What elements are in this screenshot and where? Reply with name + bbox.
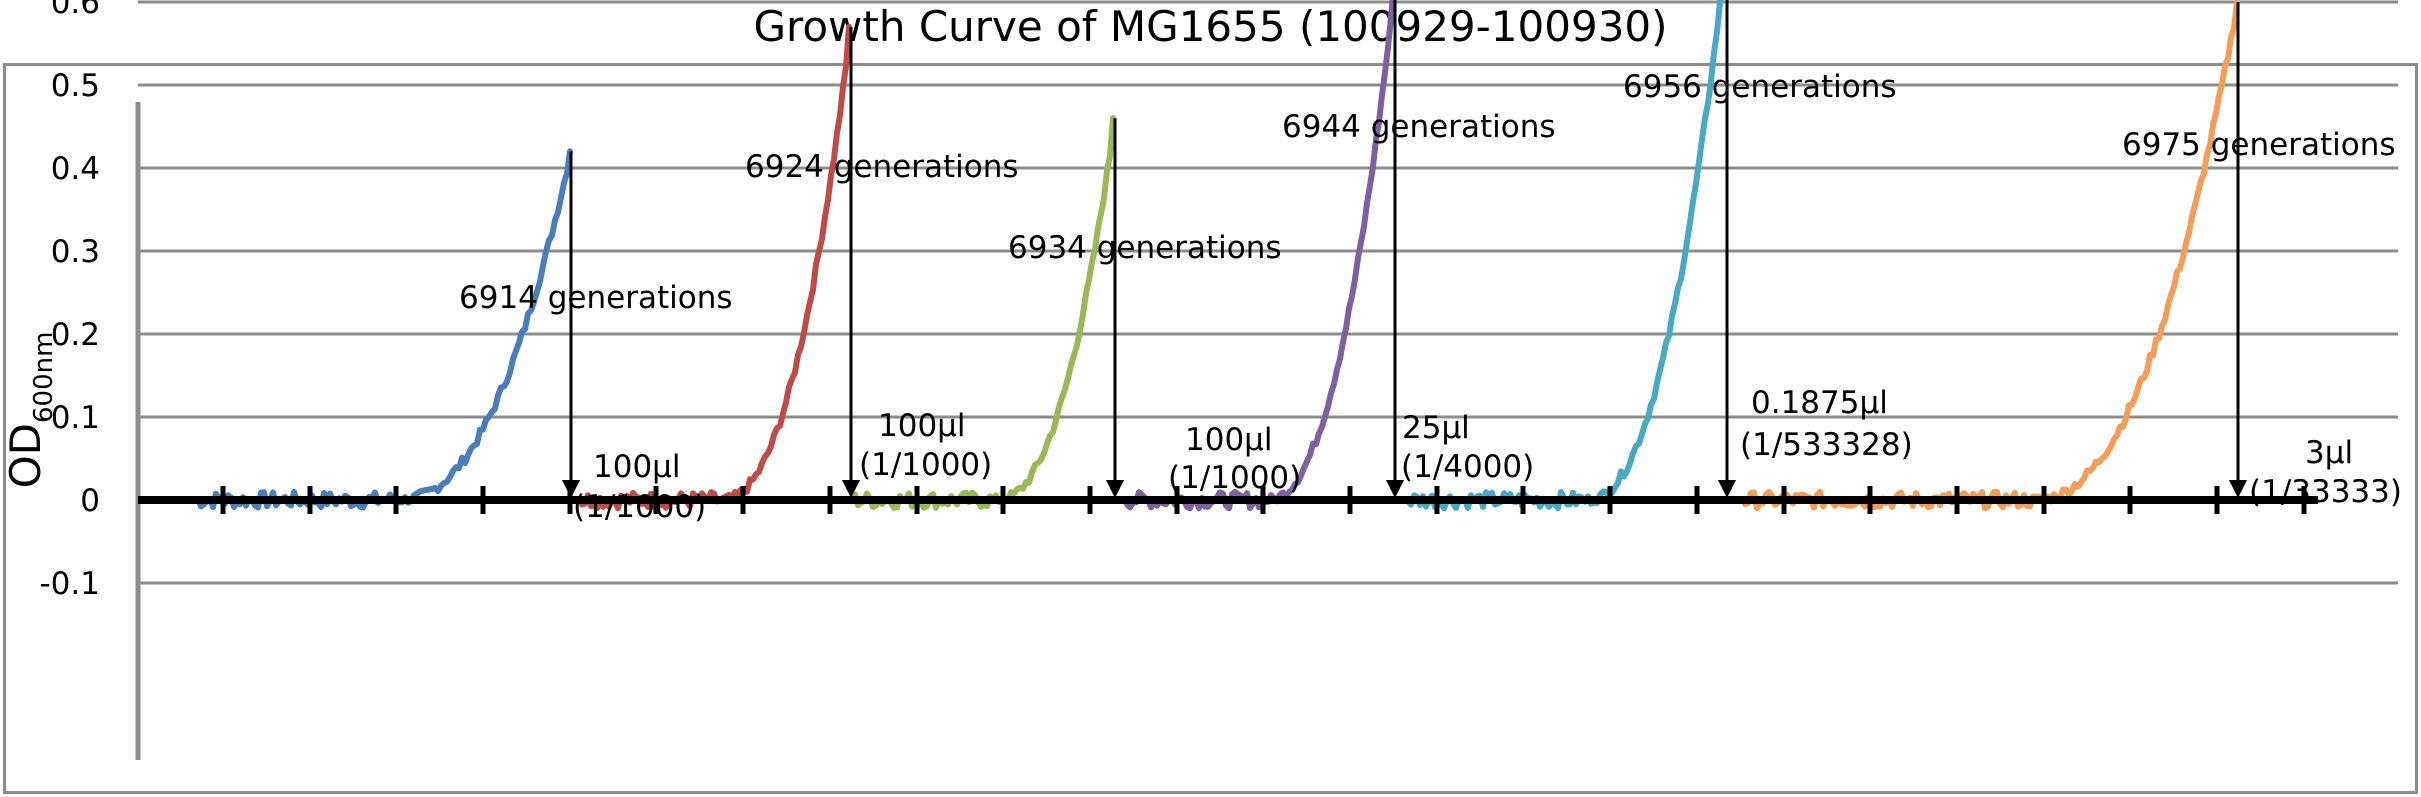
transfer-volume-label: 100μl bbox=[593, 449, 681, 485]
transfer-arrow-head bbox=[1718, 480, 1736, 498]
transfer-arrow-head bbox=[1106, 480, 1124, 498]
dilution-label: (1/1000) bbox=[573, 489, 706, 525]
transfer-volume-label: 0.1875μl bbox=[1751, 385, 1888, 421]
transfer-arrow-head bbox=[2229, 480, 2247, 498]
y-tick-label: 0.3 bbox=[51, 234, 100, 270]
generation-label: 6975 generations bbox=[2122, 127, 2396, 163]
dilution-label: (1/533328) bbox=[1740, 427, 1913, 463]
dilution-label: (1/33333) bbox=[2249, 474, 2402, 510]
transfer-volume-label: 3μl bbox=[2305, 435, 2353, 471]
transfer-arrow-head bbox=[1386, 480, 1404, 498]
y-tick-label: 0.5 bbox=[51, 68, 100, 104]
y-tick-label: 0.2 bbox=[51, 317, 100, 353]
growth-curve-line bbox=[192, 148, 573, 511]
chart-title: Growth Curve of MG1655 (100929-100930) bbox=[753, 2, 1668, 51]
y-axis-title-main: OD bbox=[1, 423, 50, 488]
y-axis-title: OD600nm bbox=[1, 332, 59, 489]
dilution-label: (1/4000) bbox=[1401, 449, 1534, 485]
generation-label: 6934 generations bbox=[1008, 230, 1282, 266]
dilution-label: (1/1000) bbox=[1168, 460, 1301, 496]
y-tick-label: -0.1 bbox=[40, 566, 101, 602]
y-tick-label: 0.4 bbox=[51, 151, 100, 187]
y-tick-label: 0.6 bbox=[51, 0, 100, 21]
y-tick-label: 0.1 bbox=[51, 400, 100, 436]
generation-label: 6956 generations bbox=[1623, 69, 1897, 105]
generation-label: 6914 generations bbox=[459, 280, 733, 316]
transfer-arrow-head bbox=[562, 480, 580, 498]
y-tick-label: 0 bbox=[80, 483, 100, 519]
generation-label: 6924 generations bbox=[745, 149, 1019, 185]
plot-frame bbox=[3, 63, 2418, 794]
dilution-label: (1/1000) bbox=[859, 447, 992, 483]
transfer-arrow-head bbox=[842, 480, 860, 498]
transfer-volume-label: 100μl bbox=[1185, 422, 1273, 458]
transfer-volume-label: 25μl bbox=[1402, 410, 1470, 446]
transfer-volume-label: 100μl bbox=[878, 408, 966, 444]
generation-label: 6944 generations bbox=[1282, 109, 1556, 145]
growth-curve-line bbox=[579, 23, 852, 512]
y-axis-title-subscript: 600nm bbox=[29, 332, 59, 423]
